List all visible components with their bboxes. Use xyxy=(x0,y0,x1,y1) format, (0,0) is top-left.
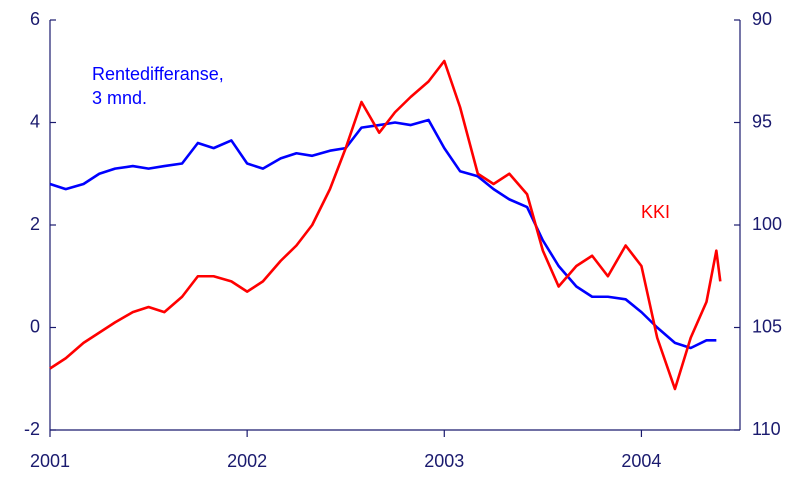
y-tick-label: -2 xyxy=(24,419,40,439)
y2-tick-label: 95 xyxy=(752,111,772,131)
x-tick-label: 2003 xyxy=(424,451,464,471)
series-line xyxy=(49,59,722,391)
annotation: 3 mnd. xyxy=(92,88,147,108)
y-tick-label: 6 xyxy=(30,9,40,29)
series-line xyxy=(49,118,717,350)
annotation: KKI xyxy=(641,202,670,222)
annotation: Rentedifferanse, xyxy=(92,64,224,84)
y-tick-label: 2 xyxy=(30,214,40,234)
x-tick-label: 2004 xyxy=(621,451,661,471)
y-tick-label: 4 xyxy=(30,111,40,131)
x-tick-label: 2001 xyxy=(30,451,70,471)
y2-tick-label: 105 xyxy=(752,316,782,336)
x-tick-label: 2002 xyxy=(227,451,267,471)
y-tick-label: 0 xyxy=(30,316,40,336)
y2-tick-label: 100 xyxy=(752,214,782,234)
y2-tick-label: 90 xyxy=(752,9,772,29)
y2-tick-label: 110 xyxy=(752,419,781,439)
